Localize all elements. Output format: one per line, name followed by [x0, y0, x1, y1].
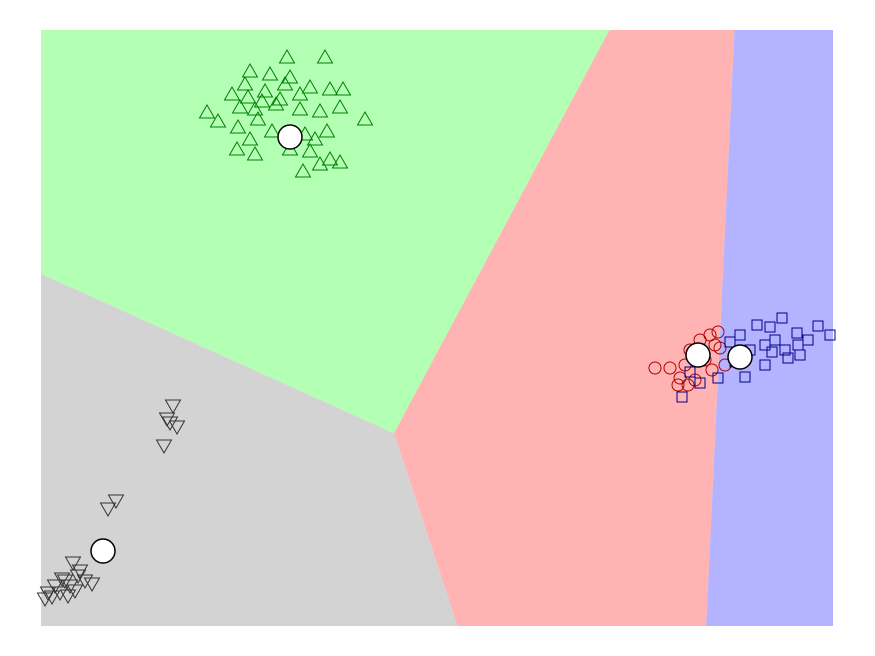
point	[705, 363, 719, 377]
centroid	[90, 538, 116, 564]
point	[751, 319, 763, 331]
point	[291, 85, 309, 101]
point	[246, 145, 264, 161]
point	[71, 564, 89, 580]
point	[236, 75, 254, 91]
point	[663, 361, 677, 375]
point	[36, 592, 54, 608]
point	[249, 110, 267, 126]
point	[331, 153, 349, 169]
point	[209, 112, 227, 128]
point	[43, 590, 61, 606]
point	[168, 420, 186, 436]
point	[673, 371, 687, 385]
centroid	[685, 342, 711, 368]
point	[253, 92, 271, 108]
point	[676, 391, 688, 403]
point	[648, 361, 662, 375]
point	[267, 95, 285, 111]
point	[306, 130, 324, 146]
point	[161, 416, 179, 432]
point	[53, 572, 71, 588]
point	[271, 90, 289, 106]
point	[708, 338, 722, 352]
point	[198, 103, 216, 119]
point	[107, 494, 125, 510]
point	[759, 339, 771, 351]
point	[294, 162, 312, 178]
point	[356, 110, 374, 126]
point	[301, 78, 319, 94]
point	[241, 130, 259, 146]
point	[316, 48, 334, 64]
point	[51, 586, 69, 602]
point	[83, 577, 101, 593]
point	[311, 155, 329, 171]
point	[261, 65, 279, 81]
region	[706, 30, 833, 626]
point	[158, 412, 176, 428]
point	[824, 329, 836, 341]
point	[764, 321, 776, 333]
point	[782, 352, 794, 364]
point	[331, 98, 349, 114]
point	[223, 85, 241, 101]
point	[256, 82, 274, 98]
point	[759, 359, 771, 371]
point	[69, 569, 87, 585]
point	[791, 327, 803, 339]
point	[228, 140, 246, 156]
point	[66, 584, 84, 600]
point	[802, 334, 814, 346]
point	[64, 556, 82, 572]
region	[41, 273, 458, 626]
point	[694, 377, 706, 389]
point	[99, 502, 117, 518]
point	[739, 371, 751, 383]
point	[311, 102, 329, 118]
point	[318, 122, 336, 138]
point	[776, 312, 788, 324]
point	[766, 346, 778, 358]
region	[41, 30, 610, 434]
point	[671, 378, 685, 392]
point	[291, 100, 309, 116]
point	[155, 439, 173, 455]
point	[231, 98, 249, 114]
point	[59, 589, 77, 605]
point	[712, 372, 724, 384]
point	[688, 373, 702, 387]
point	[681, 378, 695, 392]
point	[711, 325, 725, 339]
point	[301, 142, 319, 158]
point	[76, 574, 94, 590]
point	[246, 100, 264, 116]
point	[684, 366, 696, 378]
point	[713, 341, 727, 355]
point	[239, 88, 257, 104]
region	[393, 30, 735, 626]
point	[321, 80, 339, 96]
point	[281, 68, 299, 84]
point	[229, 118, 247, 134]
point	[321, 150, 339, 166]
point	[263, 122, 281, 138]
point	[794, 349, 806, 361]
point	[278, 48, 296, 64]
centroid	[277, 124, 303, 150]
point	[164, 399, 182, 415]
centroid	[727, 344, 753, 370]
point	[241, 62, 259, 78]
point	[779, 344, 791, 356]
point	[812, 320, 824, 332]
point	[334, 80, 352, 96]
point	[276, 75, 294, 91]
point	[703, 328, 717, 342]
